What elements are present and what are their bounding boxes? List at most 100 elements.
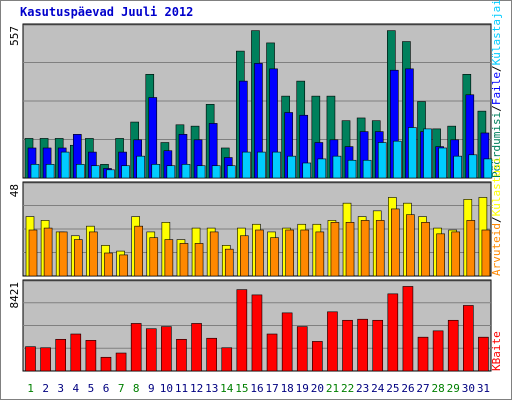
bar-kbaite bbox=[327, 311, 338, 372]
bar-kbaite bbox=[55, 338, 66, 372]
legend-entry: Külastajaid bbox=[490, 0, 503, 65]
bar-arvuteid bbox=[421, 222, 430, 277]
bar-arvuteid bbox=[391, 208, 400, 277]
bar-arvuteid bbox=[149, 237, 159, 277]
x-tick-label: 13 bbox=[205, 382, 218, 395]
bar-külastajaid bbox=[151, 164, 161, 179]
bar-arvuteid bbox=[224, 248, 234, 277]
bar-kbaite bbox=[296, 326, 308, 372]
bar-külastajaid bbox=[332, 155, 342, 179]
x-tick-label: 26 bbox=[401, 382, 414, 395]
bar-külastajaid bbox=[106, 169, 115, 179]
bar-külastajaid bbox=[377, 142, 387, 179]
bar-külastajaid bbox=[226, 165, 236, 179]
bar-arvuteid bbox=[240, 235, 249, 277]
bar-arvuteid bbox=[89, 231, 98, 277]
bar-külastajaid bbox=[45, 164, 55, 179]
chart-title: Kasutuspäevad Juuli 2012 bbox=[20, 5, 193, 19]
x-tick-label: 9 bbox=[148, 382, 155, 395]
bar-arvuteid bbox=[209, 231, 219, 277]
x-tick-label: 21 bbox=[326, 382, 339, 395]
bar-arvuteid bbox=[134, 225, 143, 277]
bar-arvuteid bbox=[481, 229, 491, 277]
bar-kbaite bbox=[432, 330, 444, 372]
bar-kbaite bbox=[251, 294, 263, 372]
bar-külastajaid bbox=[91, 165, 100, 179]
bar-kbaite bbox=[372, 319, 384, 372]
bar-kbaite bbox=[85, 340, 97, 372]
legend-entry: Külastusi bbox=[490, 157, 503, 217]
bar-arvuteid bbox=[255, 229, 264, 277]
bar-kbaite bbox=[130, 323, 142, 372]
bar-arvuteid bbox=[300, 229, 310, 277]
bar-arvuteid bbox=[406, 214, 415, 277]
bar-külastajaid bbox=[75, 164, 85, 179]
bar-kbaite bbox=[221, 347, 233, 372]
bar-külastajaid bbox=[242, 151, 251, 179]
y-max-label: 48 bbox=[8, 184, 21, 197]
x-tick-label: 28 bbox=[432, 382, 445, 395]
bar-külastajaid bbox=[211, 165, 221, 179]
x-tick-label: 8 bbox=[133, 382, 140, 395]
bar-arvuteid bbox=[466, 220, 476, 277]
bar-kbaite bbox=[191, 323, 202, 372]
x-tick-label: 11 bbox=[175, 382, 188, 395]
bar-külastajaid bbox=[272, 151, 281, 179]
bar-külastajaid bbox=[408, 127, 417, 179]
x-tick-label: 19 bbox=[296, 382, 309, 395]
bar-kbaite bbox=[176, 338, 187, 372]
legend-top: Pöördumisi/Faile/Külastajaid bbox=[490, 0, 503, 178]
bar-külastajaid bbox=[196, 165, 206, 179]
bar-kbaite bbox=[402, 286, 414, 372]
bar-külastajaid bbox=[468, 154, 478, 179]
bar-arvuteid bbox=[164, 239, 174, 277]
bar-kbaite bbox=[417, 336, 429, 372]
y-max-label: 8421 bbox=[8, 282, 21, 309]
bar-kbaite bbox=[447, 319, 459, 372]
bar-arvuteid bbox=[194, 243, 204, 277]
x-tick-label: 18 bbox=[281, 382, 294, 395]
bar-kbaite bbox=[100, 356, 112, 372]
bar-kbaite bbox=[236, 289, 248, 372]
bar-külastajaid bbox=[287, 155, 296, 179]
bar-külastajaid bbox=[438, 147, 447, 179]
legend-entry: / bbox=[490, 105, 503, 112]
bar-külastajaid bbox=[60, 151, 70, 179]
bar-külastajaid bbox=[393, 140, 402, 179]
x-tick-label: 14 bbox=[220, 382, 234, 395]
bar-arvuteid bbox=[179, 243, 189, 277]
bar-kbaite bbox=[161, 326, 172, 372]
x-tick-label: 4 bbox=[73, 382, 80, 395]
legend-entry: Pöördumisi bbox=[490, 112, 503, 178]
bar-arvuteid bbox=[28, 229, 38, 277]
bar-arvuteid bbox=[345, 222, 355, 277]
bar-kbaite bbox=[40, 347, 51, 372]
x-tick-label: 5 bbox=[88, 382, 95, 395]
bar-külastajaid bbox=[257, 151, 266, 179]
bar-külastajaid bbox=[121, 165, 130, 179]
bar-kbaite bbox=[387, 293, 399, 372]
x-tick-label: 3 bbox=[57, 382, 64, 395]
bar-kbaite bbox=[70, 333, 82, 372]
bar-arvuteid bbox=[375, 220, 385, 277]
bar-kbaite bbox=[266, 333, 278, 372]
bar-kbaite bbox=[342, 319, 353, 372]
legend-entry: / bbox=[490, 216, 503, 223]
x-tick-label: 6 bbox=[103, 382, 110, 395]
bar-arvuteid bbox=[119, 254, 128, 277]
x-tick-label: 24 bbox=[371, 382, 385, 395]
x-tick-label: 16 bbox=[250, 382, 263, 395]
x-tick-label: 1 bbox=[27, 382, 34, 395]
bar-arvuteid bbox=[43, 227, 53, 277]
bar-arvuteid bbox=[285, 229, 294, 277]
bar-arvuteid bbox=[451, 231, 461, 277]
bar-külastajaid bbox=[181, 164, 191, 179]
bar-arvuteid bbox=[315, 231, 325, 277]
x-tick-label: 7 bbox=[118, 382, 125, 395]
x-tick-label: 10 bbox=[160, 382, 173, 395]
bar-kbaite bbox=[478, 336, 489, 372]
bar-külastajaid bbox=[362, 159, 372, 179]
panel-middle: 48 Arvuteid/Külastusi bbox=[8, 157, 503, 277]
